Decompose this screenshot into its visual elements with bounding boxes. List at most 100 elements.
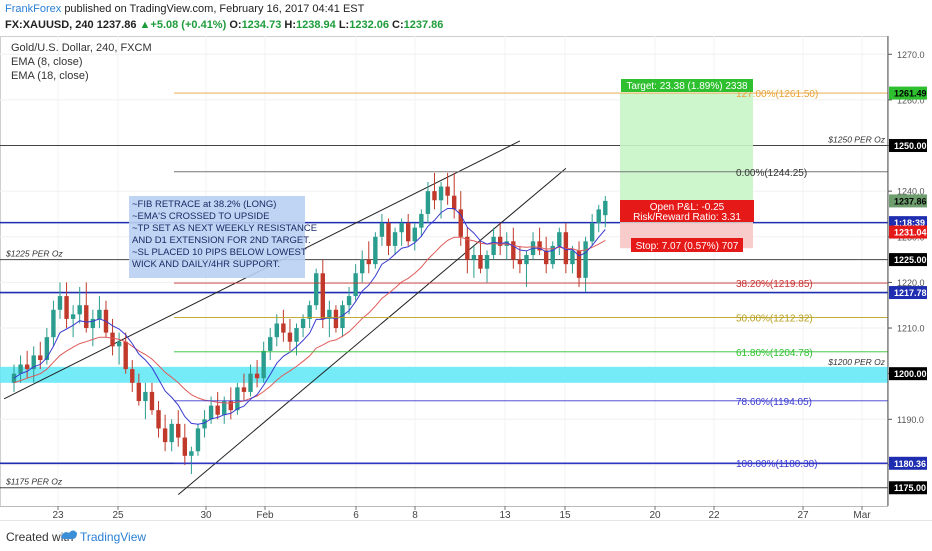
candle-body [425, 191, 431, 214]
candle-body [570, 250, 575, 265]
high-label: H: [284, 19, 296, 31]
published-text: published on TradingView.com, February 1… [64, 3, 365, 15]
time-axis[interactable]: 23 25 30 Feb 6 8 13 15 20 22 27 Mar [52, 506, 871, 521]
level-label: $1175 PER Oz [5, 477, 63, 487]
footer-bar: Created with TradingView [0, 520, 932, 551]
price-tag-label[interactable]: 1237.86 [894, 196, 927, 206]
candles-layer [11, 172, 608, 475]
open-label: O: [229, 19, 242, 31]
price-tag[interactable] [889, 286, 927, 300]
note-line: WICK AND DAILY/4HR SUPPORT. [132, 259, 280, 270]
price-tag-label[interactable]: 1200.00 [894, 369, 927, 379]
candle-body [340, 305, 345, 329]
time-tick-label: Feb [256, 510, 274, 520]
time-tick-label: 25 [112, 510, 124, 520]
candle-body [202, 419, 207, 429]
price-tag[interactable] [889, 367, 927, 381]
candle-body [156, 410, 161, 429]
time-tick-label: Mar [853, 510, 871, 520]
change-up-icon: ▲ [139, 19, 151, 31]
legend-title: Gold/U.S. Dollar, 240, FXCM [11, 42, 152, 54]
price-tick-label: 1260.0 [897, 95, 925, 105]
price-tag[interactable] [889, 481, 927, 495]
author-link[interactable]: FrankForex [5, 3, 62, 15]
price-change: +5.08 (+0.41%) [150, 19, 227, 31]
price-tag-label[interactable]: 1175.00 [894, 483, 926, 493]
note-line: ~TP SET AS NEXT WEEKLY RESISTANCE [132, 223, 317, 234]
candle-body [537, 241, 542, 251]
price-tag-label[interactable]: 1180.36 [894, 459, 926, 469]
price-tag-label[interactable]: 1250.00 [894, 141, 927, 151]
candle-body [517, 259, 523, 265]
candle-body [399, 223, 404, 233]
candle-body [307, 305, 312, 319]
time-tick-label: 13 [499, 510, 511, 520]
rr-label: Risk/Reward Ratio: 3.31 [633, 212, 741, 223]
candle-body [149, 391, 155, 411]
tradingview-brand[interactable]: TradingView [80, 530, 147, 544]
candle-body [491, 236, 496, 256]
candle-body [228, 401, 234, 411]
candle-body [445, 186, 450, 196]
ema18-line [13, 236, 606, 404]
note-layer: ~FIB RETRACE at 38.2% (LONG)~EMA'S CROSS… [129, 196, 317, 278]
candle-body [346, 296, 352, 306]
price-tick-label: 1240.0 [897, 187, 925, 197]
candle-body [432, 191, 437, 201]
fib-level-label: 38.20%(1219.85) [736, 279, 813, 290]
candle-body [419, 213, 424, 228]
candle-body [557, 232, 562, 246]
chart-area[interactable]: $1200 PER Oz $1250 PER Oz $1225 PER Oz $11… [0, 36, 932, 521]
candle-body [268, 337, 273, 351]
candle-body [451, 195, 457, 210]
price-axis[interactable]: 1180.01190.01200.01210.01220.01230.01240… [888, 50, 927, 495]
tradingview-logo-icon[interactable] [60, 527, 78, 548]
candle-body [248, 373, 253, 392]
high-value: 1238.94 [296, 19, 336, 31]
price-tag-label[interactable]: 1231.04 [894, 228, 927, 238]
candle-body [136, 382, 142, 402]
candle-body [77, 305, 82, 315]
candle-body [11, 373, 17, 383]
candle-body [550, 245, 555, 265]
support-zone [0, 366, 888, 383]
price-tag-label[interactable]: 1261.49 [894, 89, 927, 99]
candle-body [360, 259, 365, 274]
candle-body [603, 200, 608, 216]
price-tag[interactable] [889, 139, 927, 153]
candle-body [130, 369, 135, 383]
price-tag[interactable] [889, 194, 927, 208]
fib-level-label: 61.80%(1204.78) [736, 348, 813, 359]
price-tag-label[interactable]: 1:18:39 [894, 218, 925, 228]
trend-channel-line [177, 167, 567, 495]
candle-body [110, 332, 115, 347]
candle-body [524, 255, 529, 265]
candle-body [327, 309, 332, 319]
candle-body [438, 186, 444, 201]
note-line: ~FIB RETRACE at 38.2% (LONG) [132, 199, 276, 210]
price-tag[interactable] [889, 456, 927, 470]
candle-body [222, 401, 227, 415]
candle-body [300, 318, 306, 329]
ema8-line [13, 208, 606, 425]
candle-body [478, 255, 483, 269]
price-tag-label[interactable]: 1225.00 [894, 255, 927, 265]
candle-body [235, 387, 240, 411]
note-box [129, 196, 305, 278]
price-tag-label[interactable]: 1217.78 [894, 288, 927, 298]
price-tag[interactable] [889, 225, 927, 239]
price-tag[interactable] [889, 86, 927, 100]
symbol-label[interactable]: FX:XAUUSD, 240 [5, 19, 94, 31]
target-label: Target: 23.38 (1.89%) 2338 [626, 81, 748, 92]
candle-body [97, 309, 102, 319]
candle-body [373, 236, 378, 265]
pnl-label-box [620, 200, 754, 222]
candle-body [386, 223, 391, 246]
candle-body [484, 255, 490, 269]
price-chart[interactable]: $1200 PER Oz $1250 PER Oz $1225 PER Oz $11… [0, 36, 932, 521]
candle-body [169, 423, 174, 443]
fib-level-label: 0.00%(1244.25) [736, 168, 807, 179]
price-tag[interactable] [889, 253, 927, 267]
candle-body [287, 332, 293, 342]
candle-body [57, 296, 63, 310]
